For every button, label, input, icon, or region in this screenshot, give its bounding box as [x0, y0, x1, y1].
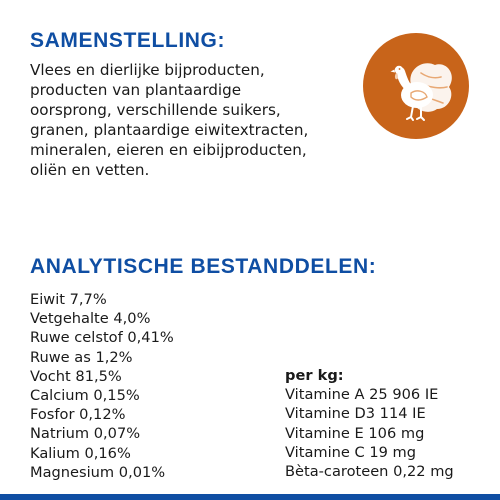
analytical-item: Ruwe as 1,2%: [30, 348, 133, 366]
vitamin-item: Vitamine A 25 906 IE: [285, 386, 439, 404]
composition-text: Vlees en dierlijke bijproducten, product…: [30, 61, 309, 179]
footer-bar: [0, 494, 500, 500]
analytical-item: Natrium 0,07%: [30, 425, 141, 443]
analytical-item: Kalium 0,16%: [30, 444, 131, 462]
vitamin-item: Bèta-caroteen 0,22 mg: [285, 463, 454, 481]
analytical-item: Eiwit 7,7%: [30, 291, 107, 308]
ingredient-badge: [363, 33, 469, 139]
vitamin-item: Vitamine C 19 mg: [285, 443, 417, 461]
turkey-icon: [390, 63, 452, 121]
vitamin-item: Vitamine E 106 mg: [285, 424, 425, 442]
vitamin-item: Vitamine D3 114 IE: [285, 405, 426, 423]
composition-heading: SAMENSTELLING:: [30, 29, 226, 52]
analytical-item: Calcium 0,15%: [30, 387, 140, 405]
analytical-item: Fosfor 0,12%: [30, 406, 126, 424]
analytical-item: Vocht 81,5%: [30, 367, 122, 385]
analytical-item: Vetgehalte 4,0%: [30, 310, 151, 328]
analytical-item: Magnesium 0,01%: [30, 463, 166, 481]
vitamin-list: per kg: Vitamine A 25 906 IE Vitamine D3…: [285, 366, 454, 481]
vitamin-list-title: per kg:: [285, 367, 344, 384]
analytical-item: Ruwe celstof 0,41%: [30, 329, 174, 347]
analytical-list: Eiwit 7,7% Vetgehalte 4,0% Ruwe celstof …: [30, 290, 174, 482]
analytical-heading: ANALYTISCHE BESTANDDELEN:: [30, 255, 377, 278]
